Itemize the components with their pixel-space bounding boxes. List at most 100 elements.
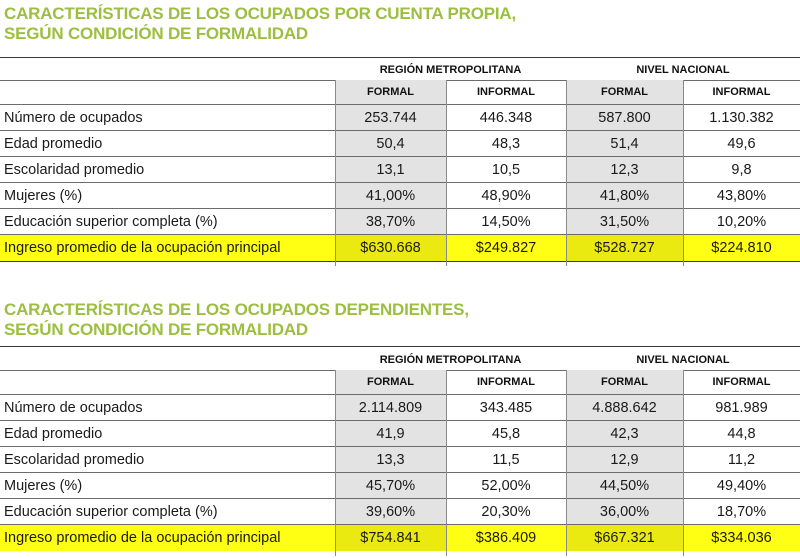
group-header-nn: NIVEL NACIONAL (636, 354, 730, 366)
table-row-highlight: Ingreso promedio de la ocupación princip… (0, 525, 800, 551)
row-label: Escolaridad promedio (4, 162, 145, 178)
cell-nn-informal: 49,40% (716, 478, 767, 494)
column-header-nn-informal: INFORMAL (712, 376, 771, 388)
cell-rm-informal: $249.827 (446, 235, 566, 261)
cell-rm-formal: 253.744 (364, 110, 417, 126)
cell-nn-formal: 42,3 (610, 426, 639, 442)
table-title-line2: SEGÚN CONDICIÓN DE FORMALIDAD (4, 24, 308, 43)
row-label: Número de ocupados (4, 110, 143, 126)
row-label: Mujeres (%) (4, 478, 83, 494)
cell-nn-informal: 10,20% (716, 214, 767, 230)
cell-rm-informal: 343.485 (479, 400, 533, 416)
column-shade (566, 80, 683, 238)
table-row: Escolaridad promedio 13,1 10,5 12,3 9,8 (0, 157, 800, 183)
table-row: Educación superior completa (%) 39,60% 2… (0, 499, 800, 525)
column-header-rm-formal: FORMAL (366, 86, 415, 98)
column-divider (566, 80, 567, 266)
divider (0, 420, 800, 421)
divider (0, 498, 800, 499)
cell-rm-informal: 45,8 (491, 426, 521, 442)
column-header-rm-informal: INFORMAL (476, 376, 536, 388)
cell-nn-informal: 18,70% (716, 504, 767, 520)
cell-nn-formal: 4.888.642 (592, 400, 657, 416)
divider (0, 57, 800, 58)
cell-rm-formal: 38,70% (365, 214, 416, 230)
table-title-line1: CARACTERÍSTICAS DE LOS OCUPADOS POR CUEN… (4, 4, 516, 23)
cell-nn-informal: $224.810 (683, 235, 800, 261)
divider (0, 234, 800, 235)
cell-rm-informal: 52,00% (481, 478, 531, 494)
table-row: Edad promedio 50,4 48,3 51,4 49,6 (0, 131, 800, 157)
row-label: Ingreso promedio de la ocupación princip… (4, 530, 281, 546)
column-header-nn-formal: FORMAL (600, 86, 649, 98)
divider (0, 394, 800, 395)
cell-rm-formal: 41,00% (365, 188, 416, 204)
row-label: Ingreso promedio de la ocupación princip… (4, 240, 281, 256)
table-row: Mujeres (%) 45,70% 52,00% 44,50% 49,40% (0, 473, 800, 499)
cell-nn-formal: 12,9 (610, 452, 639, 468)
cell-nn-informal: 981.989 (715, 400, 768, 416)
cell-nn-formal: 51,4 (610, 136, 639, 152)
cell-rm-formal: $754.841 (335, 525, 446, 551)
column-header-nn-formal: FORMAL (600, 376, 649, 388)
cell-nn-informal: 49,6 (727, 136, 756, 152)
cell-rm-informal: 11,5 (492, 452, 520, 468)
cell-nn-informal: $334.036 (683, 525, 800, 551)
row-label: Edad promedio (4, 136, 103, 152)
cell-rm-formal: 13,1 (376, 162, 405, 178)
row-label: Número de ocupados (4, 400, 143, 416)
divider (0, 261, 800, 262)
divider (0, 524, 800, 525)
divider (0, 446, 800, 447)
cell-rm-informal: 48,3 (491, 136, 521, 152)
cell-rm-informal: 14,50% (481, 214, 531, 230)
column-divider (335, 80, 336, 266)
table-row: Número de ocupados 253.744 446.348 587.8… (0, 105, 800, 131)
group-header-nn: NIVEL NACIONAL (636, 64, 730, 76)
table-row: Mujeres (%) 41,00% 48,90% 41,80% 43,80% (0, 183, 800, 209)
column-header-nn-informal: INFORMAL (712, 86, 771, 98)
cell-rm-informal: $386.409 (446, 525, 566, 551)
table-title: CARACTERÍSTICAS DE LOS OCUPADOS DEPENDIE… (4, 300, 469, 340)
row-label: Mujeres (%) (4, 188, 83, 204)
cell-rm-formal: 41,9 (376, 426, 405, 442)
table-title-line2: SEGÚN CONDICIÓN DE FORMALIDAD (4, 320, 308, 339)
column-header-rm-informal: INFORMAL (476, 86, 536, 98)
table-title-line1: CARACTERÍSTICAS DE LOS OCUPADOS DEPENDIE… (4, 300, 469, 319)
table-grid: FORMAL INFORMAL FORMAL INFORMAL Número d… (0, 370, 800, 556)
group-header-rm: REGIÓN METROPOLITANA (379, 354, 522, 366)
divider (0, 104, 800, 105)
cell-rm-formal: 45,70% (365, 478, 416, 494)
cell-nn-informal: 44,8 (727, 426, 756, 442)
table-row-highlight: Ingreso promedio de la ocupación princip… (0, 235, 800, 261)
cell-nn-formal: 12,3 (610, 162, 639, 178)
row-label: Educación superior completa (%) (4, 504, 218, 520)
cell-nn-formal: $528.727 (566, 235, 683, 261)
row-label: Escolaridad promedio (4, 452, 145, 468)
divider (0, 182, 800, 183)
column-divider (335, 370, 336, 556)
divider (0, 346, 800, 347)
divider (0, 156, 800, 157)
divider (0, 208, 800, 209)
cell-rm-informal: 20,30% (481, 504, 531, 520)
column-shade (335, 370, 446, 528)
cell-nn-formal: 587.800 (598, 110, 651, 126)
row-label: Edad promedio (4, 426, 103, 442)
row-label: Educación superior completa (%) (4, 214, 218, 230)
column-divider (446, 80, 447, 266)
cell-nn-informal: 1.130.382 (709, 110, 774, 126)
cell-nn-formal: 44,50% (599, 478, 650, 494)
divider (0, 130, 800, 131)
cell-rm-formal: 2.114.809 (358, 400, 423, 416)
cell-rm-formal: 39,60% (365, 504, 416, 520)
column-shade (566, 370, 683, 528)
column-header-rm-formal: FORMAL (366, 376, 415, 388)
cell-rm-informal: 48,90% (481, 188, 531, 204)
table-row: Edad promedio 41,9 45,8 42,3 44,8 (0, 421, 800, 447)
cell-rm-formal: 13,3 (376, 452, 405, 468)
table-title: CARACTERÍSTICAS DE LOS OCUPADOS POR CUEN… (4, 4, 516, 44)
column-divider (683, 370, 684, 556)
divider (0, 472, 800, 473)
cell-nn-formal: $667.321 (566, 525, 683, 551)
